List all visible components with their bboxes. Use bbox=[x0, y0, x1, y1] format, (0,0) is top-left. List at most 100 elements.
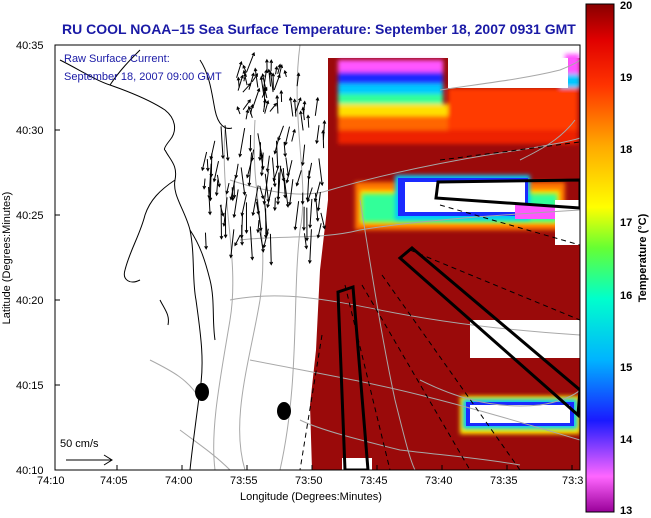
colorbar-tick: 18 bbox=[620, 144, 632, 156]
current-vector bbox=[283, 179, 290, 208]
current-vector bbox=[274, 65, 279, 75]
sst-nodata-south bbox=[342, 458, 372, 470]
current-vector bbox=[259, 75, 265, 96]
current-vector bbox=[279, 89, 284, 102]
current-vector bbox=[209, 140, 216, 161]
map-content bbox=[59, 45, 580, 470]
current-vector bbox=[316, 191, 321, 212]
current-vector bbox=[285, 160, 293, 184]
current-vector bbox=[321, 129, 325, 149]
current-vector bbox=[201, 151, 208, 172]
colorbar-tick: 17 bbox=[620, 217, 632, 229]
surface-current-vectors bbox=[201, 51, 327, 266]
current-vector bbox=[283, 69, 288, 77]
current-vector bbox=[262, 171, 269, 205]
current-vector bbox=[258, 142, 262, 161]
current-vector bbox=[202, 178, 207, 190]
current-vector bbox=[212, 160, 220, 183]
current-vector bbox=[284, 126, 291, 146]
current-vector bbox=[300, 192, 305, 205]
sst-nodata-north bbox=[448, 58, 568, 88]
current-vector bbox=[247, 105, 253, 118]
current-vector bbox=[280, 168, 286, 182]
radar-lines bbox=[299, 141, 580, 470]
y-axis-label: Latitude (Degrees:Minutes) bbox=[1, 192, 13, 325]
current-vector bbox=[244, 202, 249, 234]
current-vector bbox=[269, 59, 274, 72]
x-tick-label: 73:3 bbox=[562, 475, 583, 487]
current-vector bbox=[229, 229, 235, 259]
current-vector bbox=[223, 212, 228, 239]
current-vector bbox=[242, 99, 251, 110]
current-vector bbox=[268, 71, 274, 93]
colorbar-tick: 19 bbox=[620, 72, 632, 84]
y-tick-label: 40:10 bbox=[16, 465, 44, 477]
current-vector bbox=[216, 174, 221, 188]
current-vector bbox=[251, 73, 259, 83]
colorbar: 20 19 18 17 16 15 14 13 Temperature (°C) bbox=[585, 0, 649, 517]
current-vector bbox=[259, 231, 265, 253]
current-vector bbox=[283, 141, 287, 158]
current-vector bbox=[316, 223, 322, 239]
current-vector bbox=[260, 152, 265, 171]
current-vector bbox=[237, 74, 244, 91]
coastline bbox=[59, 49, 233, 470]
current-vector bbox=[299, 110, 304, 131]
current-vector bbox=[302, 100, 307, 115]
current-vector bbox=[219, 204, 224, 240]
sst-nodata-mid bbox=[470, 320, 580, 358]
y-tick-label: 40:30 bbox=[16, 125, 44, 137]
current-vector bbox=[214, 179, 219, 197]
current-vector bbox=[275, 140, 280, 170]
current-vector bbox=[269, 233, 274, 266]
current-vector bbox=[259, 185, 265, 200]
current-vector bbox=[265, 155, 270, 173]
current-vector bbox=[245, 156, 254, 179]
colorbar-gradient bbox=[585, 3, 615, 513]
legend-line-1: Raw Surface Current: bbox=[64, 53, 170, 65]
x-tick-label: 73:55 bbox=[230, 475, 258, 487]
x-tick-label: 73:45 bbox=[360, 475, 388, 487]
bathymetry-contours bbox=[149, 45, 580, 470]
map-border bbox=[54, 44, 581, 471]
current-vector bbox=[292, 98, 297, 117]
current-vector bbox=[225, 182, 230, 195]
current-vector bbox=[314, 193, 320, 222]
current-vector bbox=[236, 60, 243, 78]
current-vector bbox=[293, 201, 300, 231]
current-vector bbox=[308, 198, 313, 229]
colorbar-tick: 13 bbox=[620, 505, 632, 517]
x-axis: 74:10 74:05 74:00 73:55 73:50 73:45 73:4… bbox=[37, 465, 583, 503]
legend-line-2: September 18, 2007 09:00 GMT bbox=[64, 71, 222, 83]
current-vector bbox=[277, 125, 285, 142]
current-vector bbox=[208, 186, 212, 216]
current-vector bbox=[245, 51, 255, 73]
current-vector bbox=[276, 172, 280, 206]
radar-site-marker-2 bbox=[277, 402, 291, 420]
x-axis-label: Longitude (Degrees:Minutes) bbox=[240, 491, 382, 503]
current-vector bbox=[234, 234, 241, 247]
current-vector bbox=[240, 167, 247, 196]
current-vector bbox=[204, 232, 208, 250]
y-tick-label: 40:25 bbox=[16, 210, 44, 222]
current-vector bbox=[253, 67, 259, 88]
current-vector bbox=[267, 68, 272, 87]
current-vector bbox=[291, 128, 296, 142]
y-axis: 40:35 40:30 40:25 40:20 40:15 40:10 Lati… bbox=[1, 40, 60, 477]
current-vector bbox=[303, 233, 309, 250]
current-vector bbox=[249, 226, 255, 261]
scale-arrow bbox=[66, 454, 113, 466]
current-vector bbox=[247, 152, 253, 187]
current-vector bbox=[266, 187, 273, 209]
current-vector bbox=[224, 125, 230, 162]
radar-site-marker-1 bbox=[195, 383, 209, 401]
current-vector bbox=[256, 219, 260, 234]
sst-cold-ring bbox=[355, 175, 565, 230]
current-vector bbox=[315, 125, 320, 145]
survey-boxes bbox=[336, 178, 580, 470]
current-vector bbox=[220, 126, 225, 160]
current-vector bbox=[205, 159, 210, 172]
current-vector bbox=[314, 96, 320, 116]
current-vector bbox=[264, 100, 270, 114]
current-vector bbox=[245, 109, 250, 120]
